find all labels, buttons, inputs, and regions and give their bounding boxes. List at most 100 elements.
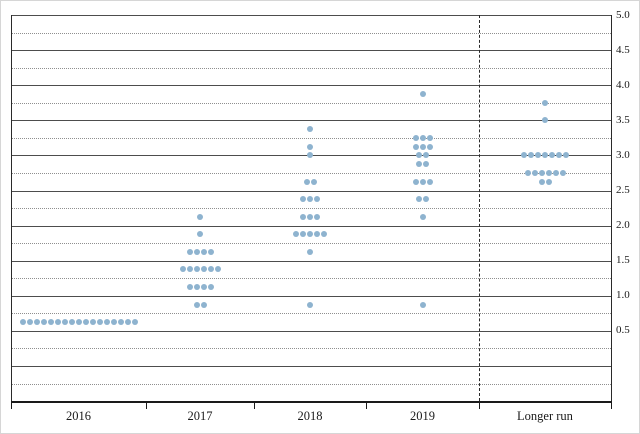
projection-dot (200, 266, 207, 273)
projection-dot (68, 319, 75, 326)
projection-dot (110, 319, 117, 326)
projection-dot (207, 284, 214, 291)
projection-dot (549, 152, 555, 159)
projection-dot (416, 152, 422, 159)
projection-dot (542, 152, 548, 159)
projection-dot (307, 143, 313, 150)
gridline-solid (11, 85, 611, 87)
projection-dot (423, 196, 429, 203)
projection-dot (307, 152, 313, 159)
y-axis-line (11, 15, 12, 401)
projection-dot (96, 319, 103, 326)
projection-dot (412, 134, 419, 141)
projection-dot (131, 319, 138, 326)
projection-dot (193, 301, 200, 308)
axis-tick (479, 401, 480, 409)
projection-dot (535, 152, 541, 159)
gridline-dotted (11, 67, 611, 69)
projection-dot (33, 319, 40, 326)
projection-dot (542, 99, 548, 106)
axis-tick (11, 401, 12, 409)
projection-dot (197, 231, 203, 238)
projection-dot (197, 213, 203, 220)
gridline-dotted (11, 243, 611, 245)
axis-tick (254, 401, 255, 409)
projection-dot (426, 134, 433, 141)
projection-dot (419, 301, 426, 308)
projection-dot (200, 301, 207, 308)
gridline-dotted (11, 383, 611, 385)
projection-dot (193, 248, 200, 255)
axis-tick (611, 401, 612, 409)
axis-tick (146, 401, 147, 409)
projection-dot (559, 169, 566, 176)
gridline-dotted (11, 348, 611, 350)
projection-dot (521, 152, 527, 159)
projection-dot (179, 266, 186, 273)
projection-dot (307, 231, 313, 238)
projection-dot (419, 213, 426, 220)
projection-dot (531, 169, 538, 176)
projection-dot (419, 143, 426, 150)
projection-dot (300, 196, 306, 203)
x-axis-category-label: 2019 (410, 409, 435, 423)
projection-dot (303, 178, 310, 185)
y-axis-label: 5.0 (616, 8, 630, 21)
gridline-dotted (11, 137, 611, 139)
y-axis-label: 3.5 (616, 113, 630, 126)
projection-dot (412, 178, 419, 185)
gridline-dotted (11, 313, 611, 315)
projection-dot (563, 152, 569, 159)
right-frame-line (611, 15, 612, 401)
projection-dot (416, 196, 422, 203)
projection-dot (207, 248, 214, 255)
x-axis-category-label: 2018 (297, 409, 323, 423)
gridline-solid (11, 15, 611, 16)
x-axis-category-label: 2016 (66, 409, 91, 423)
projection-dot (193, 266, 200, 273)
projection-dot (314, 213, 320, 220)
projection-dot (542, 117, 548, 124)
y-axis-label: 1.0 (616, 289, 630, 302)
gridline-dotted (11, 278, 611, 280)
projection-dot (552, 169, 559, 176)
projection-dot (307, 248, 313, 255)
gridline-solid (11, 295, 611, 297)
x-axis-line (11, 401, 611, 403)
projection-dot (419, 178, 426, 185)
projection-dot (321, 231, 327, 238)
projection-dot (538, 178, 545, 185)
projection-dot (75, 319, 82, 326)
projection-dot (412, 143, 419, 150)
x-axis-category-label: Longer run (517, 409, 573, 423)
projection-dot (419, 134, 426, 141)
gridline-solid (11, 366, 611, 367)
y-axis-label: 4.0 (616, 78, 630, 91)
y-axis-label: 2.5 (616, 184, 630, 196)
projection-dot (307, 126, 313, 133)
projection-dot (214, 266, 221, 273)
gridline-solid (11, 50, 611, 52)
y-axis-label: 0.5 (616, 324, 630, 337)
projection-dot (307, 196, 313, 203)
projection-dot (524, 169, 531, 176)
projection-dot (423, 161, 429, 168)
projection-dot (314, 196, 320, 203)
y-axis-label: 4.5 (616, 43, 630, 56)
projection-dot (200, 248, 207, 255)
projection-dot (426, 143, 433, 150)
projection-dot (40, 319, 47, 326)
projection-dot (300, 231, 306, 238)
projection-dot (307, 301, 313, 308)
projection-dot (124, 319, 131, 326)
projection-dot (61, 319, 68, 326)
gridline-solid (11, 120, 611, 122)
projection-dot (117, 319, 124, 326)
gridline-dotted (11, 102, 611, 104)
projection-dot (310, 178, 317, 185)
gridline-solid (11, 190, 611, 192)
projection-dot (103, 319, 110, 326)
projection-dot (300, 213, 306, 220)
projection-dot (314, 231, 320, 238)
axis-tick (366, 401, 367, 409)
